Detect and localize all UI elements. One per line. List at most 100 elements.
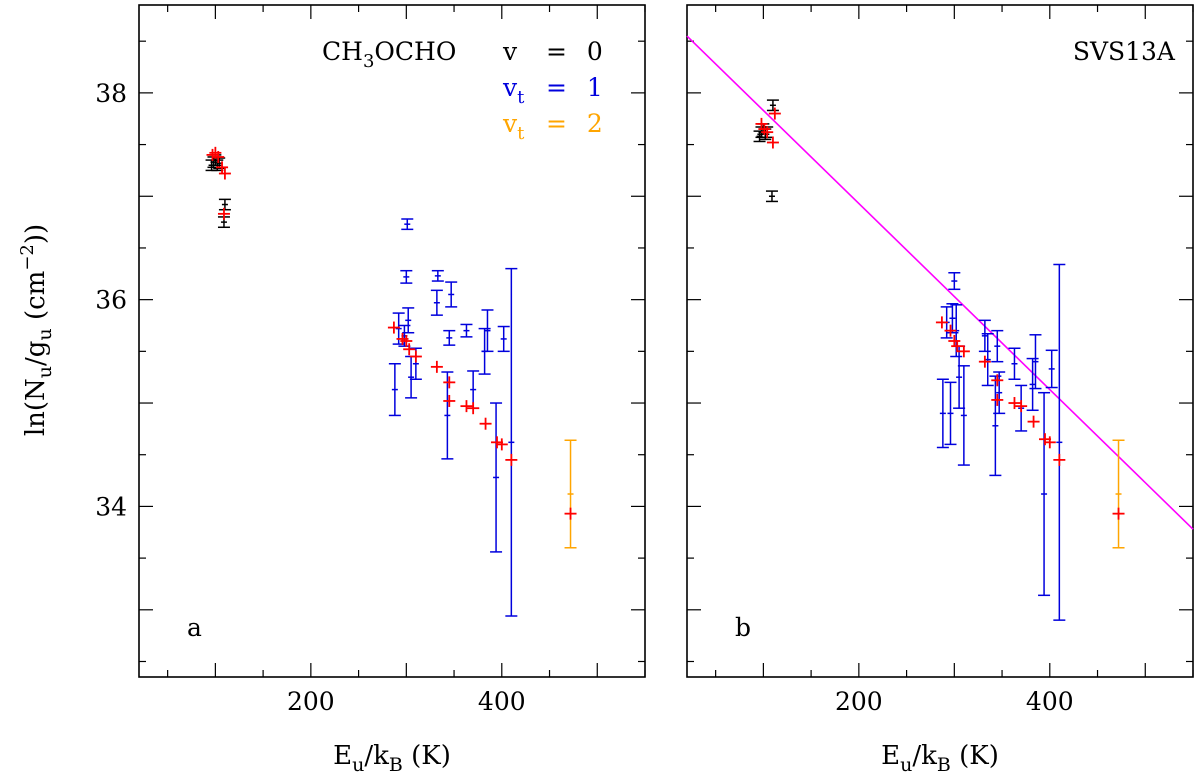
point-b-3-2 [761,126,774,139]
y-axis-label-text: ln(Nu/gu (cm−2)) [17,224,56,436]
legend-entry-vt2: vt = 2 [502,109,603,144]
y-tick-label-36: 36 [95,286,127,315]
panel-a: 200 400 34 36 38 CH3OCHO v = 0 vt = 1 vt = 2… [95,4,646,776]
legend-symbol-v0: v [502,37,518,66]
legend-value-v0: = 0 [546,37,603,66]
panel-b: 200 400 SVS13A b Eu/kB (K) [686,4,1194,776]
point-a-3-12 [443,376,456,389]
point-b-3-7 [948,335,961,347]
point-b-3-6 [944,324,957,337]
point-b-3-8 [951,340,964,353]
point-a-3-11 [430,360,443,373]
point-b-3-14 [1015,400,1028,413]
point-b-1-12 [993,371,1006,415]
legend-symbol-vt1: vt [502,73,525,108]
fit-line [686,35,1194,530]
point-a-3-10 [409,350,422,363]
point-a-2-0 [564,439,577,549]
point-a-3-6 [387,321,400,334]
x-tick-label-b-400: 400 [1026,687,1074,716]
point-a-3-13 [443,394,456,407]
point-a-3-3 [216,161,229,174]
point-b-1-17 [1038,391,1051,597]
point-b-1-19 [1053,263,1066,621]
legend-value-vt1: = 1 [546,73,603,102]
legend: v = 0 vt = 1 vt = 2 [502,37,603,144]
panel-a-ticks: 200 400 34 36 38 [95,5,646,716]
point-b-1-0 [936,378,949,449]
point-b-1-7 [957,365,970,466]
point-b-0-5 [765,190,778,203]
y-axis-label: ln(Nu/gu (cm−2)) [17,224,56,436]
point-b-3-10 [978,355,991,368]
panel-a-letter: a [187,613,202,642]
series-b-1 [936,263,1066,621]
y-tick-label-38: 38 [95,79,127,108]
point-a-3-9 [403,343,416,356]
point-a-1-3 [400,269,413,284]
legend-value-vt2: = 2 [546,109,603,138]
series-b-2 [1112,439,1125,549]
point-b-3-12 [991,393,1004,406]
point-a-1-16 [481,309,494,353]
panel-a-frame [138,4,646,678]
point-b-3-15 [1027,415,1040,428]
point-b-1-4 [948,272,961,291]
point-b-3-13 [1008,397,1021,410]
point-b-0-6 [766,99,779,112]
panel-b-fit [686,35,1194,530]
point-b-1-9 [981,333,994,387]
point-b-1-18 [1045,349,1058,389]
point-a-1-19 [505,267,518,617]
point-b-3-18 [1053,453,1066,466]
panel-a-marks [205,146,577,617]
panel-b-x-axis-label: Eu/kB (K) [881,741,999,776]
point-a-1-5 [402,307,415,334]
point-a-0-6 [218,198,231,211]
point-b-1-16 [1029,334,1042,390]
x-tick-label-a-400: 400 [478,687,526,716]
point-a-1-10 [441,371,454,460]
point-a-3-2 [212,150,225,163]
legend-entry-vt1: vt = 1 [502,73,603,108]
point-a-1-12 [445,281,458,308]
series-a-0 [205,154,231,229]
y-tick-label-34: 34 [95,492,127,521]
legend-entry-v0: v = 0 [502,37,603,66]
point-b-3-17 [1043,436,1056,449]
series-a-2 [564,439,577,549]
point-b-3-3 [766,136,779,149]
point-a-1-0 [388,362,401,417]
point-a-3-4 [218,167,231,180]
point-b-3-11 [991,374,1004,387]
legend-symbol-vt2: vt [502,109,525,144]
point-a-3-19 [505,453,518,466]
point-a-3-15 [467,402,480,415]
point-b-3-0 [755,117,768,130]
series-b-3 [755,107,1125,520]
point-a-1-9 [431,269,444,282]
panel-b-letter: b [735,613,751,642]
point-a-3-20 [564,507,577,520]
panel-b-frame [686,4,1194,678]
series-a-3 [206,146,577,520]
point-b-3-9 [957,345,970,358]
series-a-1 [388,218,518,617]
point-a-1-17 [490,402,503,553]
point-b-1-8 [978,319,991,353]
point-a-1-4 [401,218,414,231]
point-a-3-18 [495,438,508,451]
point-b-3-5 [935,316,948,329]
point-a-1-8 [430,289,443,316]
point-a-1-13 [460,323,473,338]
panel-b-ticks: 200 400 [687,5,1194,716]
point-b-1-10 [989,375,1002,477]
source-label: SVS13A [1073,37,1176,66]
panel-a-x-axis-label: Eu/kB (K) [333,741,451,776]
point-b-1-2 [944,381,957,446]
point-b-3-19 [1112,507,1125,520]
point-a-3-8 [400,335,413,347]
x-tick-label-b-200: 200 [835,687,883,716]
molecule-label: CH3OCHO [322,37,456,72]
